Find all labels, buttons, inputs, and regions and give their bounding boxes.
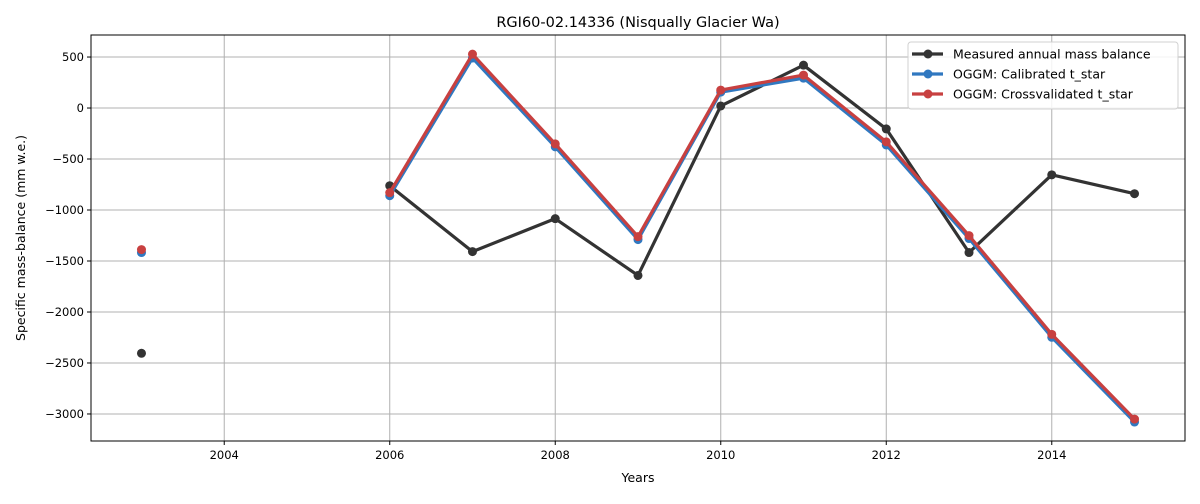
legend-marker bbox=[923, 89, 933, 99]
data-point bbox=[136, 348, 146, 358]
y-tick-label: 0 bbox=[77, 101, 84, 115]
data-point bbox=[881, 124, 891, 134]
data-point bbox=[881, 137, 891, 147]
x-tick-label: 2012 bbox=[872, 448, 901, 462]
series-layer bbox=[136, 49, 1140, 427]
data-point bbox=[633, 270, 643, 280]
y-tick-label: −3000 bbox=[45, 407, 84, 421]
data-point bbox=[799, 70, 809, 80]
x-tick-label: 2014 bbox=[1037, 448, 1066, 462]
y-tick-label: 500 bbox=[62, 50, 84, 64]
legend-label: OGGM: Calibrated t_star bbox=[953, 67, 1106, 82]
y-axis-label: Specific mass-balance (mm w.e.) bbox=[13, 135, 28, 341]
data-point bbox=[964, 248, 974, 258]
data-point bbox=[1130, 414, 1140, 424]
series-2 bbox=[136, 49, 1140, 424]
data-point bbox=[467, 247, 477, 257]
data-point bbox=[716, 85, 726, 95]
data-point bbox=[716, 101, 726, 111]
data-point bbox=[964, 231, 974, 241]
legend: Measured annual mass balance OGGM: Calibr… bbox=[907, 41, 1179, 110]
series-line bbox=[388, 56, 1136, 424]
y-tick-label: −500 bbox=[52, 152, 84, 166]
data-point bbox=[633, 232, 643, 242]
x-tick-label: 2008 bbox=[541, 448, 570, 462]
ticks: 2004 2006 2008 2010 2012 2014 500 0 −500 −1000 −15… bbox=[45, 50, 1066, 462]
x-tick-label: 2004 bbox=[210, 448, 239, 462]
legend-marker bbox=[923, 69, 933, 79]
y-tick-label: −1000 bbox=[45, 203, 84, 217]
y-tick-label: −2500 bbox=[45, 356, 84, 370]
axes-frame bbox=[90, 34, 1186, 442]
data-point bbox=[550, 139, 560, 149]
legend-box bbox=[907, 41, 1179, 110]
data-point bbox=[550, 214, 560, 224]
x-tick-label: 2006 bbox=[375, 448, 404, 462]
data-point bbox=[385, 188, 395, 198]
x-axis-label: Years bbox=[621, 470, 655, 485]
legend-marker bbox=[923, 49, 933, 59]
legend-label: Measured annual mass balance bbox=[953, 47, 1151, 62]
y-tick-label: −1500 bbox=[45, 254, 84, 268]
chart-title: RGI60-02.14336 (Nisqually Glacier Wa) bbox=[496, 15, 779, 31]
y-tick-label: −2000 bbox=[45, 305, 84, 319]
x-tick-label: 2010 bbox=[706, 448, 735, 462]
data-point bbox=[1130, 189, 1140, 199]
data-point bbox=[467, 49, 477, 59]
data-point bbox=[1047, 329, 1057, 339]
data-point bbox=[1047, 170, 1057, 180]
legend-label: OGGM: Crossvalidated t_star bbox=[953, 87, 1134, 102]
series-line bbox=[388, 52, 1136, 421]
data-point bbox=[136, 245, 146, 255]
data-point bbox=[799, 60, 809, 70]
